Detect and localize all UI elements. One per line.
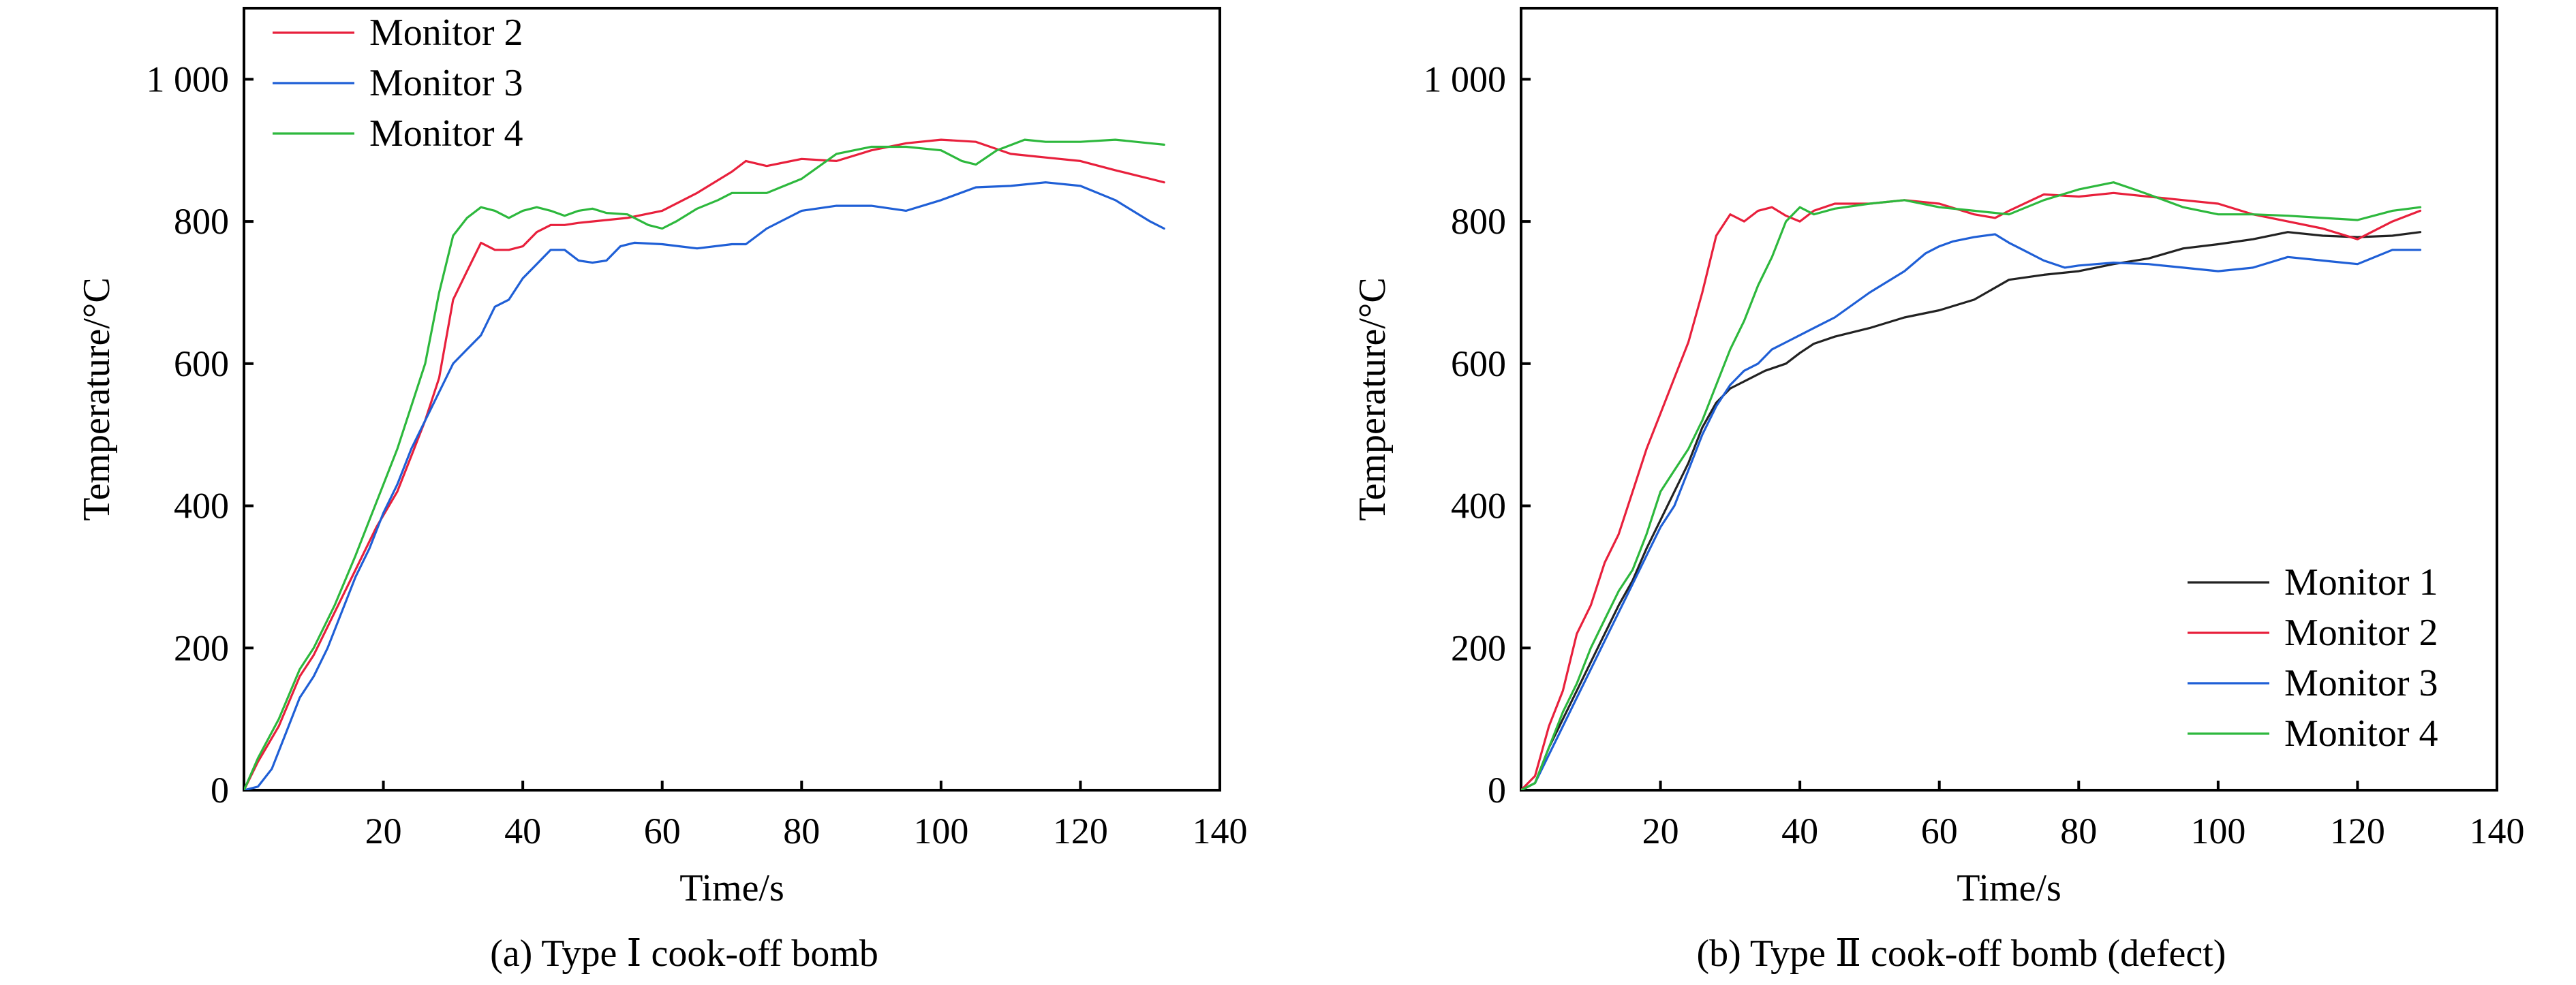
chart-caption: (a) Type Ⅰ cook-off bomb	[490, 933, 878, 975]
legend-label-monitor-3: Monitor 3	[369, 62, 523, 104]
legend-label-monitor-3: Monitor 3	[2284, 662, 2438, 704]
series-group	[1521, 181, 2422, 790]
x-tick-label: 40	[504, 811, 541, 851]
x-tick-label: 80	[2060, 811, 2097, 851]
x-tick-label: 40	[1781, 811, 1818, 851]
x-tick-label: 120	[1053, 811, 1108, 851]
x-tick-label: 20	[1642, 811, 1679, 851]
series-line-monitor-3	[244, 181, 1165, 790]
y-tick-label: 400	[1451, 486, 1506, 527]
plot-frame	[1520, 7, 2498, 792]
chart-panel-b: 0 200 400 600 800 1 000 20 40 60 80 100 120 140 Time/…	[1351, 7, 2525, 975]
x-tick-label: 20	[365, 811, 402, 851]
series-line-monitor-2	[1521, 191, 2422, 790]
series-line-monitor-3	[1521, 233, 2422, 790]
legend-label-monitor-4: Monitor 4	[2284, 713, 2438, 755]
x-tick-label: 60	[1921, 811, 1958, 851]
chart-caption: (b) Type Ⅱ cook-off bomb (defect)	[1697, 933, 2226, 975]
series-line-monitor-4	[1521, 181, 2422, 790]
y-tick-label: 600	[174, 343, 229, 384]
x-tick-label: 60	[644, 811, 681, 851]
series-line-monitor-4	[244, 138, 1165, 790]
y-tick-label: 600	[1451, 343, 1506, 384]
x-tick-label: 80	[783, 811, 820, 851]
x-tick-label: 100	[913, 811, 968, 851]
y-axis-title: Temperature/°C	[1351, 277, 1394, 520]
y-tick-label: 1 000	[1424, 59, 1507, 99]
y-tick-label: 1 000	[147, 59, 230, 99]
x-tick-label: 140	[2470, 811, 2525, 851]
y-tick-label: 200	[1451, 627, 1506, 668]
legend-label-monitor-1: Monitor 1	[2284, 561, 2438, 604]
y-tick-label: 800	[1451, 201, 1506, 242]
series-group	[244, 138, 1165, 790]
legend-label-monitor-2: Monitor 2	[369, 12, 523, 54]
x-tick-label: 120	[2330, 811, 2385, 851]
y-tick-label: 800	[174, 201, 229, 242]
legend-label-monitor-2: Monitor 2	[2284, 612, 2438, 654]
y-tick-label: 400	[174, 486, 229, 527]
plot-frame	[243, 7, 1221, 792]
y-axis-title: Temperature/°C	[76, 277, 118, 520]
chart-panel-a: 0 200 400 600 800 1 000 20 40 60 80 100 120 140 Time/…	[76, 7, 1248, 975]
x-axis-title: Time/s	[679, 867, 784, 909]
series-line-monitor-2	[244, 138, 1165, 790]
x-axis-title: Time/s	[1957, 867, 2061, 909]
x-tick-label: 100	[2190, 811, 2245, 851]
y-tick-label: 200	[174, 627, 229, 668]
legend-label-monitor-4: Monitor 4	[369, 112, 523, 155]
x-tick-label: 140	[1193, 811, 1248, 851]
series-line-monitor-1	[1521, 231, 2422, 790]
y-tick-label: 0	[1488, 770, 1506, 811]
y-tick-label: 0	[211, 770, 229, 811]
